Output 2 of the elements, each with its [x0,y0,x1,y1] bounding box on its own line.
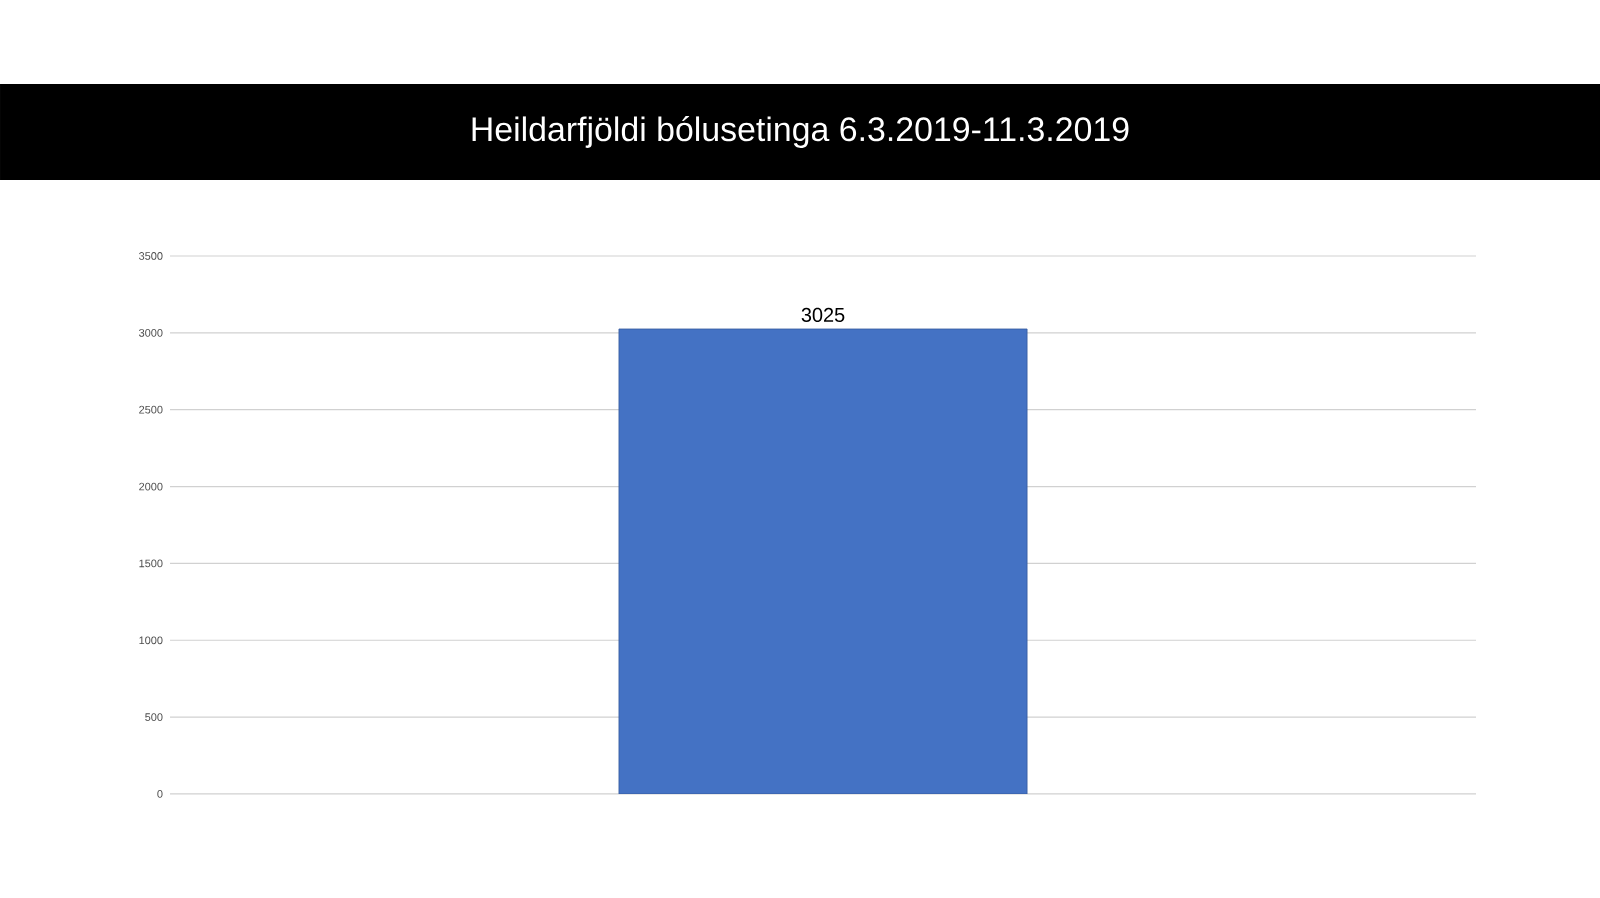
data-label: 3025 [801,307,845,322]
chart-title: Heildarfjöldi bólusetinga 6.3.2019-11.3.2019 [472,116,1129,148]
